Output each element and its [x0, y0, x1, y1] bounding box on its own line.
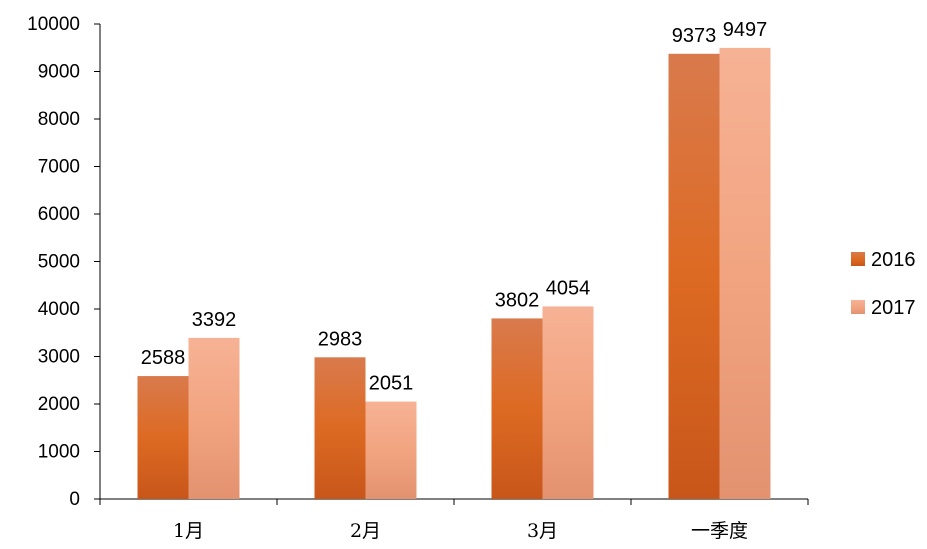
- data-label-2016-4: 9373: [672, 25, 717, 47]
- x-category-label: 1月: [173, 520, 204, 542]
- legend: 2016 2017: [851, 249, 916, 319]
- y-tick-label: 8000: [38, 109, 80, 130]
- legend-swatch-2016: [851, 252, 865, 266]
- y-tick-label: 7000: [38, 157, 80, 178]
- y-tick-label: 2000: [38, 394, 80, 415]
- bar-2016-3: [491, 318, 543, 499]
- legend-label-2017: 2017: [871, 297, 916, 319]
- bar-2016-1: [137, 376, 189, 499]
- y-tick-label: 3000: [38, 347, 80, 368]
- legend-swatch-2017: [851, 300, 865, 314]
- y-tick-label: 6000: [38, 204, 80, 225]
- y-tick-label: 4000: [38, 299, 80, 320]
- data-label-2017-2: 2051: [369, 373, 414, 395]
- bar-2017-1: [188, 337, 240, 499]
- x-category-label: 3月: [527, 520, 558, 542]
- bar-2016-2: [314, 357, 366, 499]
- data-label-2016-3: 3802: [495, 289, 540, 311]
- x-category-label: 一季度: [691, 520, 748, 542]
- data-label-2017-1: 3392: [192, 309, 237, 331]
- y-tick-label: 0: [69, 489, 80, 510]
- data-label-2017-4: 9497: [723, 19, 768, 41]
- y-tick-label: 1000: [38, 442, 80, 463]
- bars: [137, 47, 771, 500]
- y-tick-label: 5000: [38, 252, 80, 273]
- bar-2017-4: [719, 47, 771, 500]
- data-label-2016-2: 2983: [318, 328, 363, 350]
- bar-2017-2: [365, 401, 417, 499]
- legend-label-2016: 2016: [871, 249, 916, 271]
- bar-2016-4: [668, 53, 720, 499]
- data-label-2016-1: 2588: [141, 347, 186, 369]
- data-labels: 2588 3392 2983 2051 3802 4054 9373 9497: [141, 19, 768, 395]
- bar-2017-3: [542, 306, 594, 499]
- y-tick-label: 9000: [38, 62, 80, 83]
- y-tick-label: 10000: [27, 14, 80, 35]
- data-label-2017-3: 4054: [546, 277, 591, 299]
- x-category-label: 2月: [350, 520, 381, 542]
- axes: 0 1000 2000 3000 4000 5000 6000 7000 8000 9000 100…: [27, 14, 809, 542]
